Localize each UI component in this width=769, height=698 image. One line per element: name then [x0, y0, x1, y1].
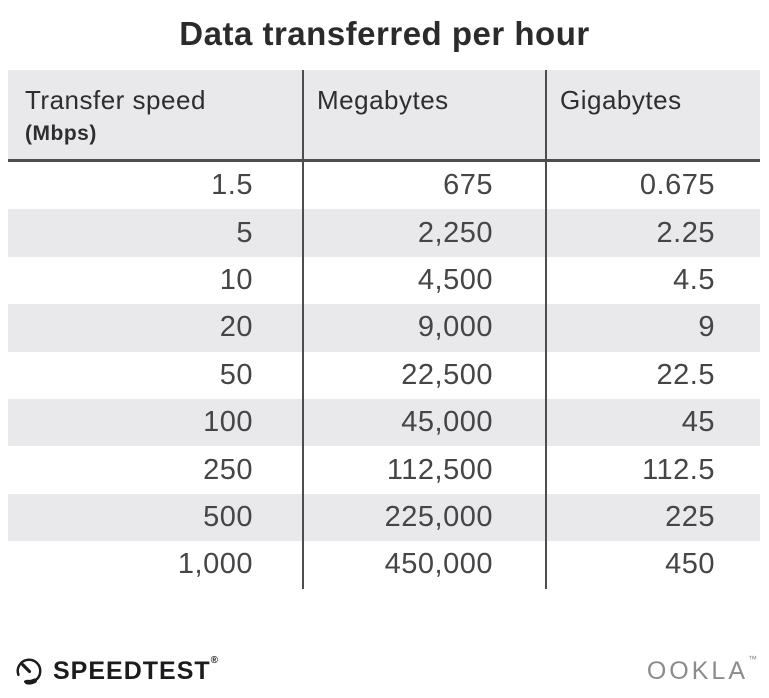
- table-header-row: Transfer speed (Mbps) Megabytes Gigabyte…: [8, 70, 760, 162]
- table-cell: 45: [545, 398, 760, 447]
- table-cell: 50: [219, 358, 253, 391]
- table-cell: 2,250: [302, 209, 545, 257]
- table-cell: 112,500: [302, 446, 545, 494]
- table-cell: 1.5: [211, 169, 253, 202]
- table-cell: 112.5: [545, 446, 760, 494]
- table-cell: 10: [219, 263, 253, 296]
- table-cell: 500: [203, 500, 253, 533]
- table-cell: 250: [203, 453, 253, 486]
- header-transfer-speed: Transfer speed (Mbps): [8, 70, 302, 159]
- table-row: 1,000 450,000 450: [8, 541, 760, 589]
- table-row: 100 45,000 45: [8, 398, 760, 447]
- trademark-mark: ™: [748, 653, 757, 664]
- header-mbps-sublabel: (Mbps): [25, 122, 97, 145]
- registered-mark: ®: [210, 654, 220, 666]
- table-row: 1.5 675 0.675: [8, 162, 760, 210]
- ookla-text: OOKLA: [646, 656, 748, 685]
- header-transfer-speed-label: Transfer speed: [25, 85, 206, 115]
- footer: SPEEDTEST® OOKLA™: [14, 653, 757, 686]
- table-cell: 2.25: [545, 209, 760, 257]
- table-body: 1.5 675 0.675 5 2,250 2.25 10 4,500 4.5 20 9,000 9 5…: [8, 162, 760, 589]
- table-cell: 5: [236, 216, 253, 249]
- table-cell: 45,000: [302, 398, 545, 447]
- table-row: 5 2,250 2.25: [8, 209, 760, 257]
- table-cell: 9: [545, 304, 760, 352]
- table-cell: 225: [545, 493, 760, 542]
- speedtest-logo: SPEEDTEST®: [14, 654, 220, 686]
- table-cell: 450,000: [302, 541, 545, 589]
- table-cell: 22,500: [302, 351, 545, 399]
- table-row: 10 4,500 4.5: [8, 256, 760, 305]
- table-row: 20 9,000 9: [8, 304, 760, 352]
- table-cell: 450: [545, 541, 760, 589]
- table-cell: 22.5: [545, 351, 760, 399]
- speedometer-icon: [16, 658, 42, 685]
- data-table: Transfer speed (Mbps) Megabytes Gigabyte…: [8, 70, 760, 589]
- table-cell: 4,500: [302, 256, 545, 305]
- speedtest-wordmark: SPEEDTEST®: [53, 654, 220, 686]
- header-gigabytes: Gigabytes: [545, 70, 760, 159]
- table-cell: 1,000: [177, 548, 253, 581]
- table-cell: 675: [302, 162, 545, 210]
- page-title: Data transferred per hour: [179, 15, 590, 52]
- header-megabytes: Megabytes: [302, 70, 545, 159]
- speedtest-text: SPEEDTEST: [53, 656, 211, 685]
- table-cell: 225,000: [302, 493, 545, 542]
- table-row: 500 225,000 225: [8, 493, 760, 542]
- ookla-logo: OOKLA™: [646, 653, 757, 686]
- table-cell: 0.675: [545, 162, 760, 210]
- table-cell: 9,000: [302, 304, 545, 352]
- table-row: 250 112,500 112.5: [8, 446, 760, 494]
- table-cell: 4.5: [545, 256, 760, 305]
- table-cell: 100: [203, 406, 253, 439]
- table-row: 50 22,500 22.5: [8, 351, 760, 399]
- table-cell: 20: [219, 311, 253, 344]
